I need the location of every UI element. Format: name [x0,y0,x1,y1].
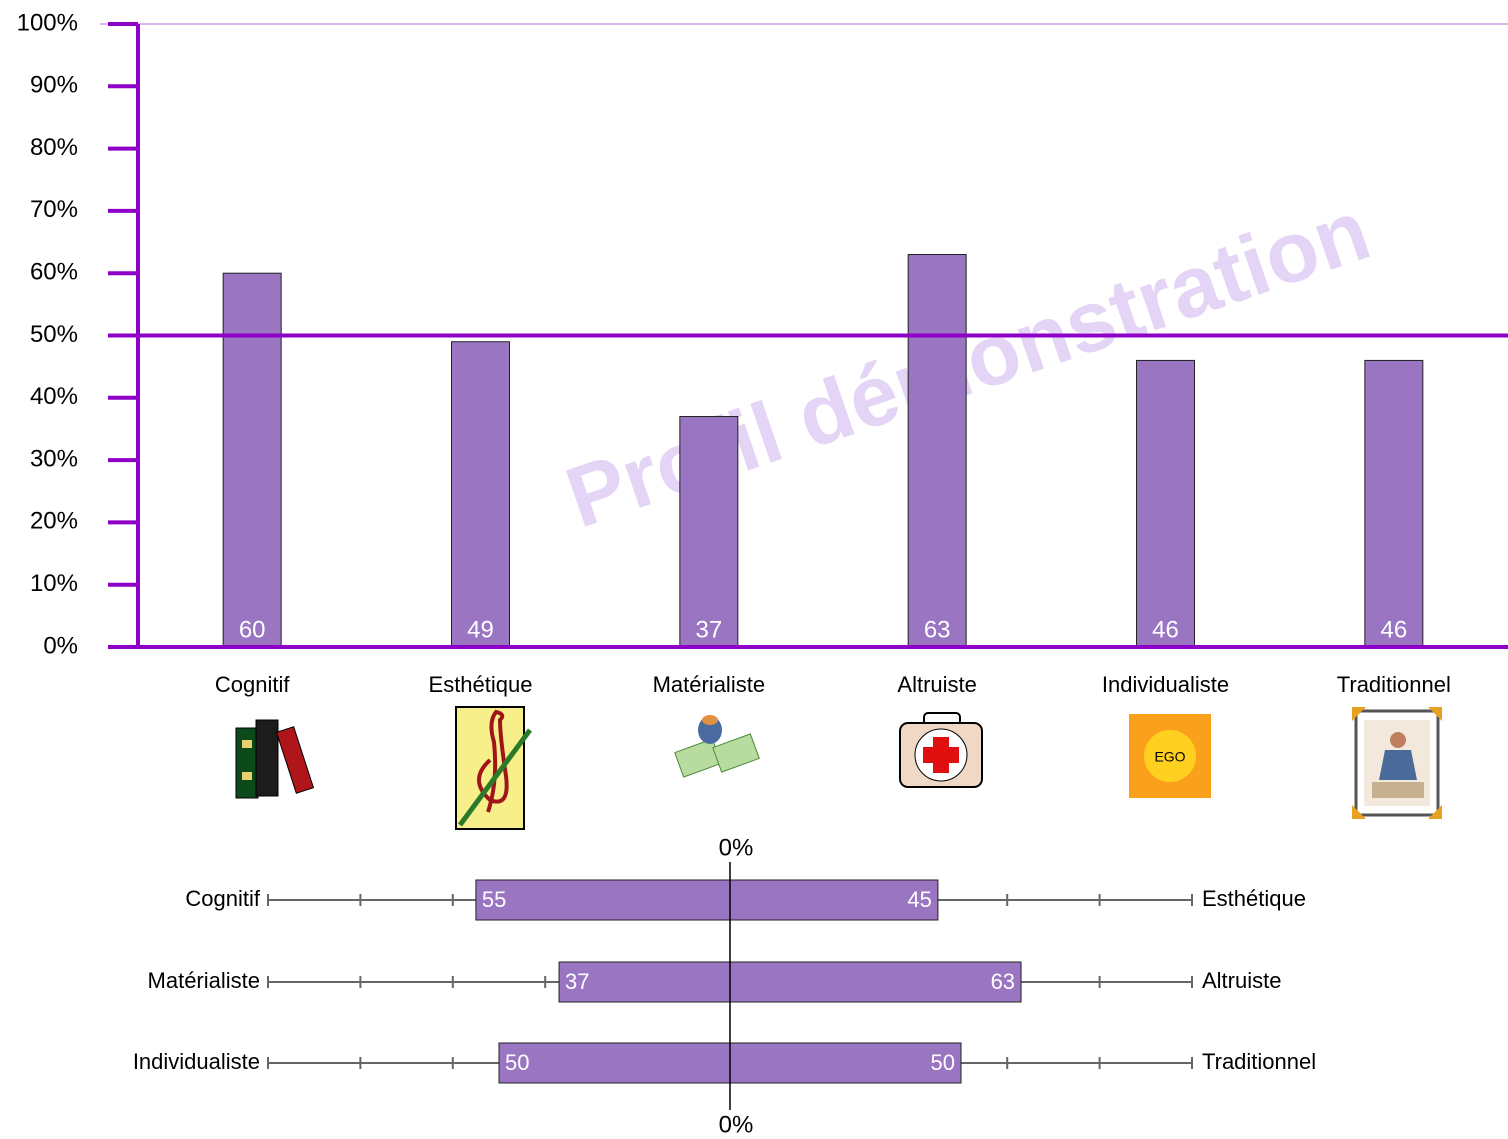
bar-right [730,1043,961,1083]
x-tick-label: Individualiste [1102,672,1229,697]
value-label: 63 [924,616,951,643]
bar [908,255,966,647]
row-right-label: Altruiste [1202,968,1281,993]
y-tick-label: 20% [30,508,78,535]
y-tick-label: 30% [30,445,78,472]
value-label: 37 [695,616,722,643]
value-label: 63 [991,969,1015,994]
y-tick-label: 70% [30,196,78,223]
bar [1137,360,1195,647]
y-tick-label: 40% [30,383,78,410]
x-tick-label: Esthétique [429,672,533,697]
value-label: 50 [505,1050,529,1075]
value-label: 49 [467,616,494,643]
icon-music [456,707,530,829]
x-tick-label: Matérialiste [653,672,765,697]
page: Profil démonstration 0% 10% 20% 30% 40% 50% 60… [0,0,1508,1139]
value-label: 55 [482,887,506,912]
icon-books [236,720,313,798]
x-tick-label: Traditionnel [1337,672,1451,697]
bar-right [730,962,1021,1002]
watermark-layer: Profil démonstration [555,182,1381,547]
row-left-label: Matérialiste [148,968,260,993]
icon-traditional [1352,707,1442,819]
value-label: 50 [931,1050,955,1075]
bar [1365,360,1423,647]
bar [680,416,738,647]
y-tick-label: 100% [17,9,78,36]
watermark: Profil démonstration [555,182,1381,547]
value-label: 37 [565,969,589,994]
y-tick-label: 0% [43,632,78,659]
bar [223,273,281,647]
y-tick-label: 10% [30,570,78,597]
row-left-label: Individualiste [133,1049,260,1074]
row-right-label: Traditionnel [1202,1049,1316,1074]
value-label: 46 [1152,616,1179,643]
row-left-label: Cognitif [185,886,260,911]
bar-left [499,1043,730,1083]
x-tick-label: 0% [719,1111,754,1138]
y-tick-label: 50% [30,321,78,348]
x-tick-label: 0% [719,834,754,861]
icon-medkit [900,713,982,787]
y-tick-label: 60% [30,259,78,286]
icon-money [675,715,759,777]
value-label: 45 [907,887,931,912]
y-tick-label: 90% [30,72,78,99]
x-tick-label: Cognitif [215,672,290,697]
x-tick-label: Altruiste [897,672,976,697]
bar [452,342,510,647]
y-tick-label: 80% [30,134,78,161]
value-label: 60 [239,616,266,643]
row-right-label: Esthétique [1202,886,1306,911]
value-label: 46 [1380,616,1407,643]
icon-label: EGO [1154,749,1185,765]
bar-left [476,880,730,920]
